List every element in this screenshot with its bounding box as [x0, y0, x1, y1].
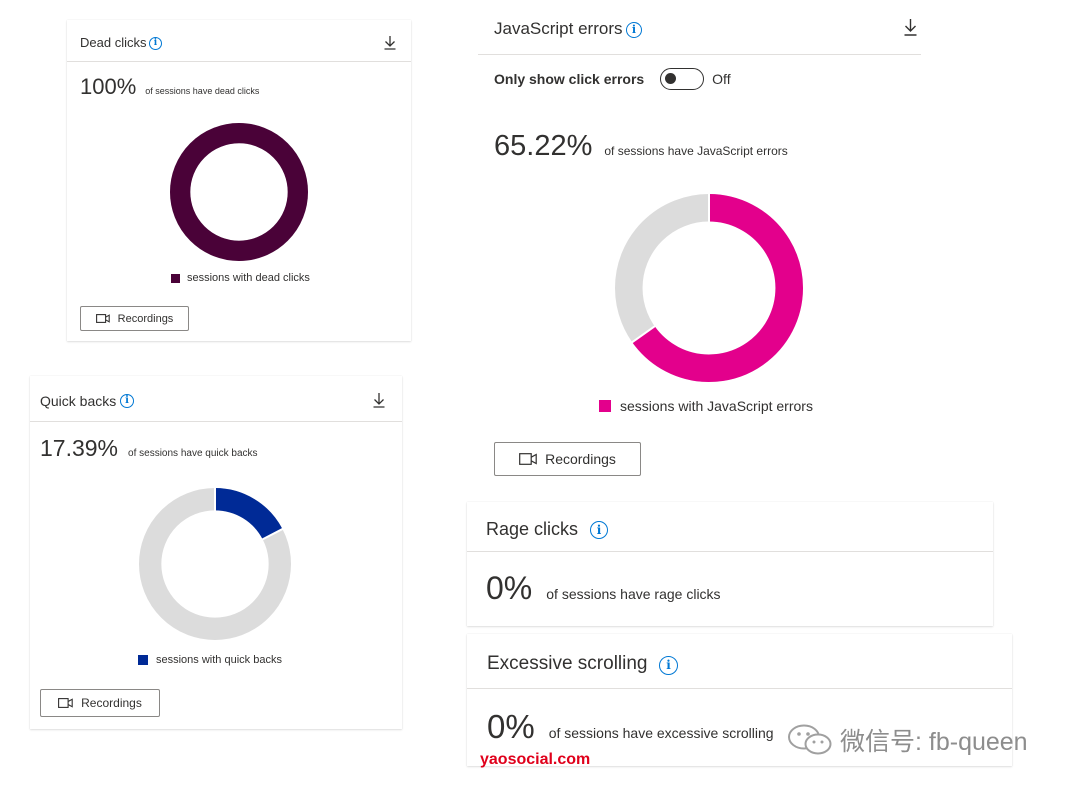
quick-backs-card: Quick backs i 17.39% of sessions have qu…: [30, 376, 402, 729]
excessive-scrolling-header: Excessive scrolling i: [467, 634, 1012, 689]
info-icon[interactable]: i: [626, 22, 642, 38]
excessive-scrolling-metric: 0% of sessions have excessive scrolling: [487, 708, 774, 746]
javascript-errors-header: JavaScript errors i: [478, 0, 921, 55]
quick-backs-legend-swatch: [138, 655, 148, 665]
dead-clicks-recordings-button[interactable]: Recordings: [80, 306, 189, 331]
javascript-errors-subtitle: of sessions have JavaScript errors: [604, 144, 788, 158]
wechat-icon: [788, 724, 832, 755]
toggle-knob: [665, 73, 677, 84]
javascript-errors-recordings-label: Recordings: [545, 451, 616, 467]
rage-clicks-subtitle: of sessions have rage clicks: [546, 586, 721, 602]
quick-backs-percent: 17.39%: [40, 435, 119, 461]
rage-clicks-metric: 0% of sessions have rage clicks: [486, 570, 721, 607]
rage-clicks-header: Rage clicks i: [467, 502, 993, 552]
dead-clicks-donut-chart: [170, 123, 308, 261]
javascript-errors-legend-swatch: [599, 400, 611, 412]
wechat-watermark: 微信号: fb-queen: [786, 722, 1028, 758]
click-errors-toggle-state: Off: [712, 71, 731, 87]
click-errors-toggle-label: Only show click errors: [494, 71, 645, 87]
javascript-errors-donut-separator-2: [630, 324, 657, 344]
rage-clicks-percent: 0%: [486, 570, 533, 606]
click-errors-toggle-row: Only show click errors Off: [494, 68, 731, 90]
javascript-errors-legend: sessions with JavaScript errors: [599, 398, 813, 414]
quick-backs-donut-chart: [139, 487, 291, 640]
quick-backs-metric: 17.39% of sessions have quick backs: [40, 435, 258, 462]
javascript-errors-recordings-button[interactable]: Recordings: [494, 442, 641, 476]
javascript-errors-donut-segment: [632, 194, 803, 382]
info-icon[interactable]: i: [659, 656, 678, 675]
excessive-scrolling-card: Excessive scrolling i 0% of sessions hav…: [467, 634, 1012, 766]
quick-backs-legend: sessions with quick backs: [138, 654, 282, 666]
javascript-errors-metric: 65.22% of sessions have JavaScript error…: [494, 130, 788, 163]
quick-backs-header: Quick backs i: [30, 376, 402, 422]
info-icon[interactable]: i: [149, 37, 162, 50]
download-icon[interactable]: [903, 18, 918, 36]
brand-watermark: yaosocial.com: [480, 751, 591, 768]
info-icon[interactable]: i: [120, 394, 134, 408]
dead-clicks-legend: sessions with dead clicks: [171, 272, 310, 284]
quick-backs-donut-segment: [214, 488, 283, 540]
javascript-errors-legend-label: sessions with JavaScript errors: [620, 398, 813, 414]
dead-clicks-header: Dead clicks i: [67, 20, 411, 62]
javascript-errors-percent: 65.22%: [494, 130, 593, 162]
quick-backs-donut-separator-2: [261, 527, 284, 541]
dead-clicks-metric: 100% of sessions have dead clicks: [80, 74, 259, 100]
quick-backs-subtitle: of sessions have quick backs: [128, 448, 258, 459]
download-icon[interactable]: [372, 392, 386, 408]
rage-clicks-card: Rage clicks i 0% of sessions have rage c…: [467, 502, 993, 626]
quick-backs-legend-label: sessions with quick backs: [156, 654, 282, 666]
info-icon[interactable]: i: [590, 521, 608, 539]
wechat-id-text: 微信号: fb-queen: [840, 728, 1028, 756]
javascript-errors-card: JavaScript errors i Only show click erro…: [478, 0, 921, 488]
video-camera-icon: [58, 698, 73, 708]
javascript-errors-donut-chart: [615, 193, 803, 382]
rage-clicks-title: Rage clicks: [486, 519, 579, 539]
quick-backs-recordings-label: Recordings: [81, 696, 142, 710]
click-errors-toggle[interactable]: [660, 68, 705, 90]
quick-backs-title: Quick backs: [40, 393, 117, 409]
dead-clicks-card: Dead clicks i 100% of sessions have dead…: [67, 20, 411, 341]
quick-backs-recordings-button[interactable]: Recordings: [40, 689, 160, 717]
excessive-scrolling-title: Excessive scrolling: [487, 653, 648, 674]
dead-clicks-percent: 100%: [80, 74, 137, 99]
dead-clicks-legend-swatch: [171, 273, 180, 283]
javascript-errors-title: JavaScript errors: [494, 19, 623, 38]
download-icon[interactable]: [383, 35, 397, 50]
dead-clicks-legend-label: sessions with dead clicks: [187, 272, 310, 284]
video-camera-icon: [95, 314, 110, 323]
video-camera-icon: [519, 453, 537, 465]
dead-clicks-subtitle: of sessions have dead clicks: [145, 86, 260, 96]
dead-clicks-recordings-label: Recordings: [117, 312, 174, 325]
excessive-scrolling-percent: 0%: [487, 708, 535, 745]
dead-clicks-title: Dead clicks: [80, 35, 147, 50]
dead-clicks-donut-segment: [170, 123, 308, 261]
excessive-scrolling-subtitle: of sessions have excessive scrolling: [548, 725, 774, 741]
